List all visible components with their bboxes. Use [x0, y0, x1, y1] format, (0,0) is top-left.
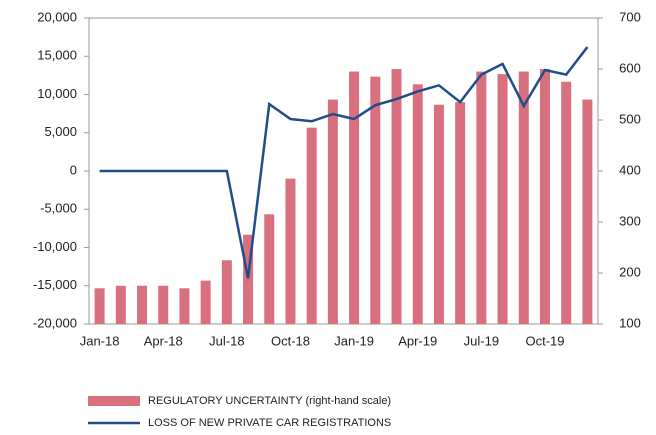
bar	[476, 71, 487, 324]
bar	[370, 76, 381, 325]
x-tick-label: Apr-18	[144, 333, 183, 348]
bar	[137, 285, 148, 324]
x-tick-label: Jan-19	[334, 333, 374, 348]
bar	[115, 285, 126, 324]
bar	[200, 280, 211, 324]
bar	[179, 288, 190, 324]
y-tick-label: 5,000	[44, 124, 77, 139]
x-tick-label: Oct-18	[271, 333, 310, 348]
x-tick-label: Jan-18	[80, 333, 120, 348]
bar	[539, 69, 550, 324]
y-tick-label: -20,000	[33, 315, 77, 330]
legend-label: REGULATORY UNCERTAINTY (right-hand scale…	[148, 395, 391, 407]
x-tick-label: Jul-18	[209, 333, 244, 348]
bar	[582, 99, 593, 324]
bar	[497, 74, 508, 324]
y2-tick-label: 300	[619, 213, 641, 228]
line	[99, 46, 589, 279]
bar	[455, 102, 466, 325]
bar	[327, 99, 338, 324]
y-tick-label: -10,000	[33, 239, 77, 254]
bar	[518, 71, 529, 324]
x-tick-label: Oct-19	[525, 333, 564, 348]
y-tick-label: 0	[70, 162, 77, 177]
y-tick-label: -15,000	[33, 277, 77, 292]
y2-tick-label: 400	[619, 162, 641, 177]
y2-tick-label: 200	[619, 264, 641, 279]
x-tick-label: Apr-19	[398, 333, 437, 348]
y-tick-label: 15,000	[37, 48, 77, 63]
bar	[221, 260, 232, 324]
y2-tick-label: 500	[619, 111, 641, 126]
bar	[243, 234, 254, 324]
bar	[349, 71, 360, 324]
bar	[285, 178, 296, 324]
y-tick-label: -5,000	[40, 201, 77, 216]
bar	[561, 81, 572, 324]
y-tick-label: 20,000	[37, 9, 77, 24]
x-tick-label: Jul-19	[464, 333, 499, 348]
y2-tick-label: 700	[619, 9, 641, 24]
bar	[433, 104, 444, 324]
bar	[306, 127, 317, 325]
legend-swatch	[88, 396, 140, 406]
y2-tick-label: 100	[619, 315, 641, 330]
bar	[391, 69, 402, 324]
legend-label: LOSS OF NEW PRIVATE CAR REGISTRATIONS	[148, 417, 391, 429]
bar	[158, 285, 169, 324]
bar	[412, 84, 423, 324]
bar	[264, 214, 275, 324]
bar	[94, 288, 105, 324]
y2-tick-label: 600	[619, 60, 641, 75]
y-tick-label: 10,000	[37, 86, 77, 101]
